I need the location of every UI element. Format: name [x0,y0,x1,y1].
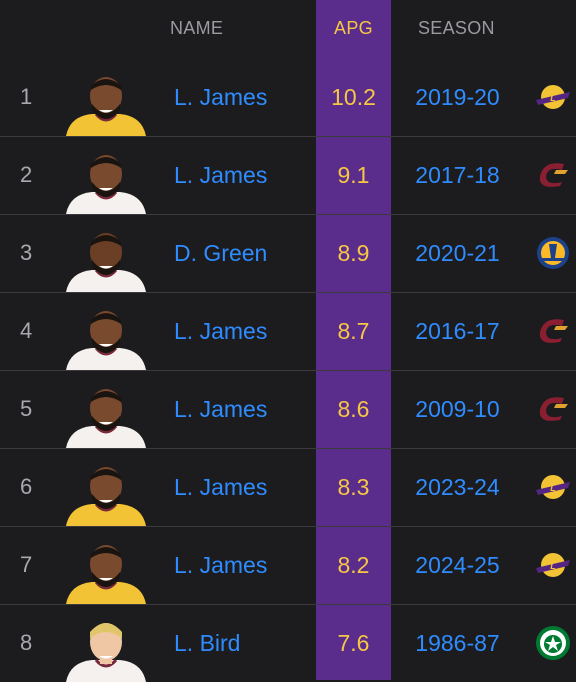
row-divider [0,526,576,527]
player-avatar [62,220,150,292]
season-link[interactable]: 2024-25 [415,552,500,578]
player-avatar [62,64,150,136]
apg-value: 8.9 [337,240,370,266]
cavaliers-logo-icon[interactable] [534,312,572,350]
apg-column-header[interactable]: APG [334,18,373,38]
table-row[interactable]: 4 L. James 8.7 2016-17 [0,292,576,370]
rank-cell: 3 [20,240,33,265]
lakers-logo-icon[interactable]: L [534,78,572,116]
player-avatar [62,298,150,370]
table-row[interactable]: 2 L. James 9.1 2017-18 [0,136,576,214]
table-row[interactable]: 5 L. James 8.6 2009-10 [0,370,576,448]
player-avatar [62,454,150,526]
row-divider [0,292,576,293]
player-name-link[interactable]: L. James [174,396,268,422]
warriors-logo-icon[interactable] [534,234,572,272]
table-header: NAME APG SEASON [0,0,576,58]
table-row[interactable]: 1 L. James 10.2 2019-20 L [0,58,576,136]
player-name-link[interactable]: L. James [174,84,268,110]
season-link[interactable]: 2023-24 [415,474,500,500]
season-link[interactable]: 2019-20 [415,84,500,110]
apg-value: 8.3 [337,474,370,500]
rank-cell: 8 [20,630,33,655]
apg-value: 7.6 [337,630,370,656]
apg-value: 8.2 [337,552,370,578]
row-divider [0,136,576,137]
rank-cell: 7 [20,552,33,577]
rank-cell: 6 [20,474,33,499]
season-link[interactable]: 2017-18 [415,162,500,188]
svg-text:L: L [550,561,556,571]
player-name-link[interactable]: L. James [174,474,268,500]
row-divider [0,604,576,605]
table-row[interactable]: 6 L. James 8.3 2023-24 L [0,448,576,526]
row-divider [0,448,576,449]
svg-text:L: L [550,483,556,493]
apg-column-highlight [316,0,391,680]
player-avatar [62,532,150,604]
rank-cell: 5 [20,396,33,421]
lakers-logo-icon[interactable]: L [534,468,572,506]
season-link[interactable]: 2020-21 [415,240,500,266]
rank-cell: 1 [20,84,33,109]
player-avatar [62,376,150,448]
cavaliers-logo-icon[interactable] [534,390,572,428]
lakers-logo-icon[interactable]: L [534,546,572,584]
table-row[interactable]: 8 L. Bird 7.6 1986-87 [0,604,576,682]
season-link[interactable]: 2009-10 [415,396,500,422]
player-avatar [62,142,150,214]
season-link[interactable]: 1986-87 [415,630,500,656]
apg-value: 9.1 [337,162,370,188]
row-divider [0,214,576,215]
name-column-header[interactable]: NAME [170,18,224,38]
season-link[interactable]: 2016-17 [415,318,500,344]
apg-value: 10.2 [331,84,376,110]
player-name-link[interactable]: L. James [174,318,268,344]
season-column-header[interactable]: SEASON [418,18,495,38]
rank-cell: 2 [20,162,33,187]
player-name-link[interactable]: D. Green [174,240,268,266]
player-name-link[interactable]: L. James [174,552,268,578]
rank-cell: 4 [20,318,33,343]
player-name-link[interactable]: L. James [174,162,268,188]
player-avatar [62,610,150,682]
player-name-link[interactable]: L. Bird [174,630,241,656]
table-row[interactable]: 3 D. Green 8.9 2020-21 [0,214,576,292]
table-row[interactable]: 7 L. James 8.2 2024-25 L [0,526,576,604]
apg-value: 8.7 [337,318,370,344]
cavaliers-logo-icon[interactable] [534,156,572,194]
row-divider [0,370,576,371]
apg-value: 8.6 [337,396,370,422]
svg-text:L: L [550,93,556,103]
celtics-logo-icon[interactable] [534,624,572,662]
